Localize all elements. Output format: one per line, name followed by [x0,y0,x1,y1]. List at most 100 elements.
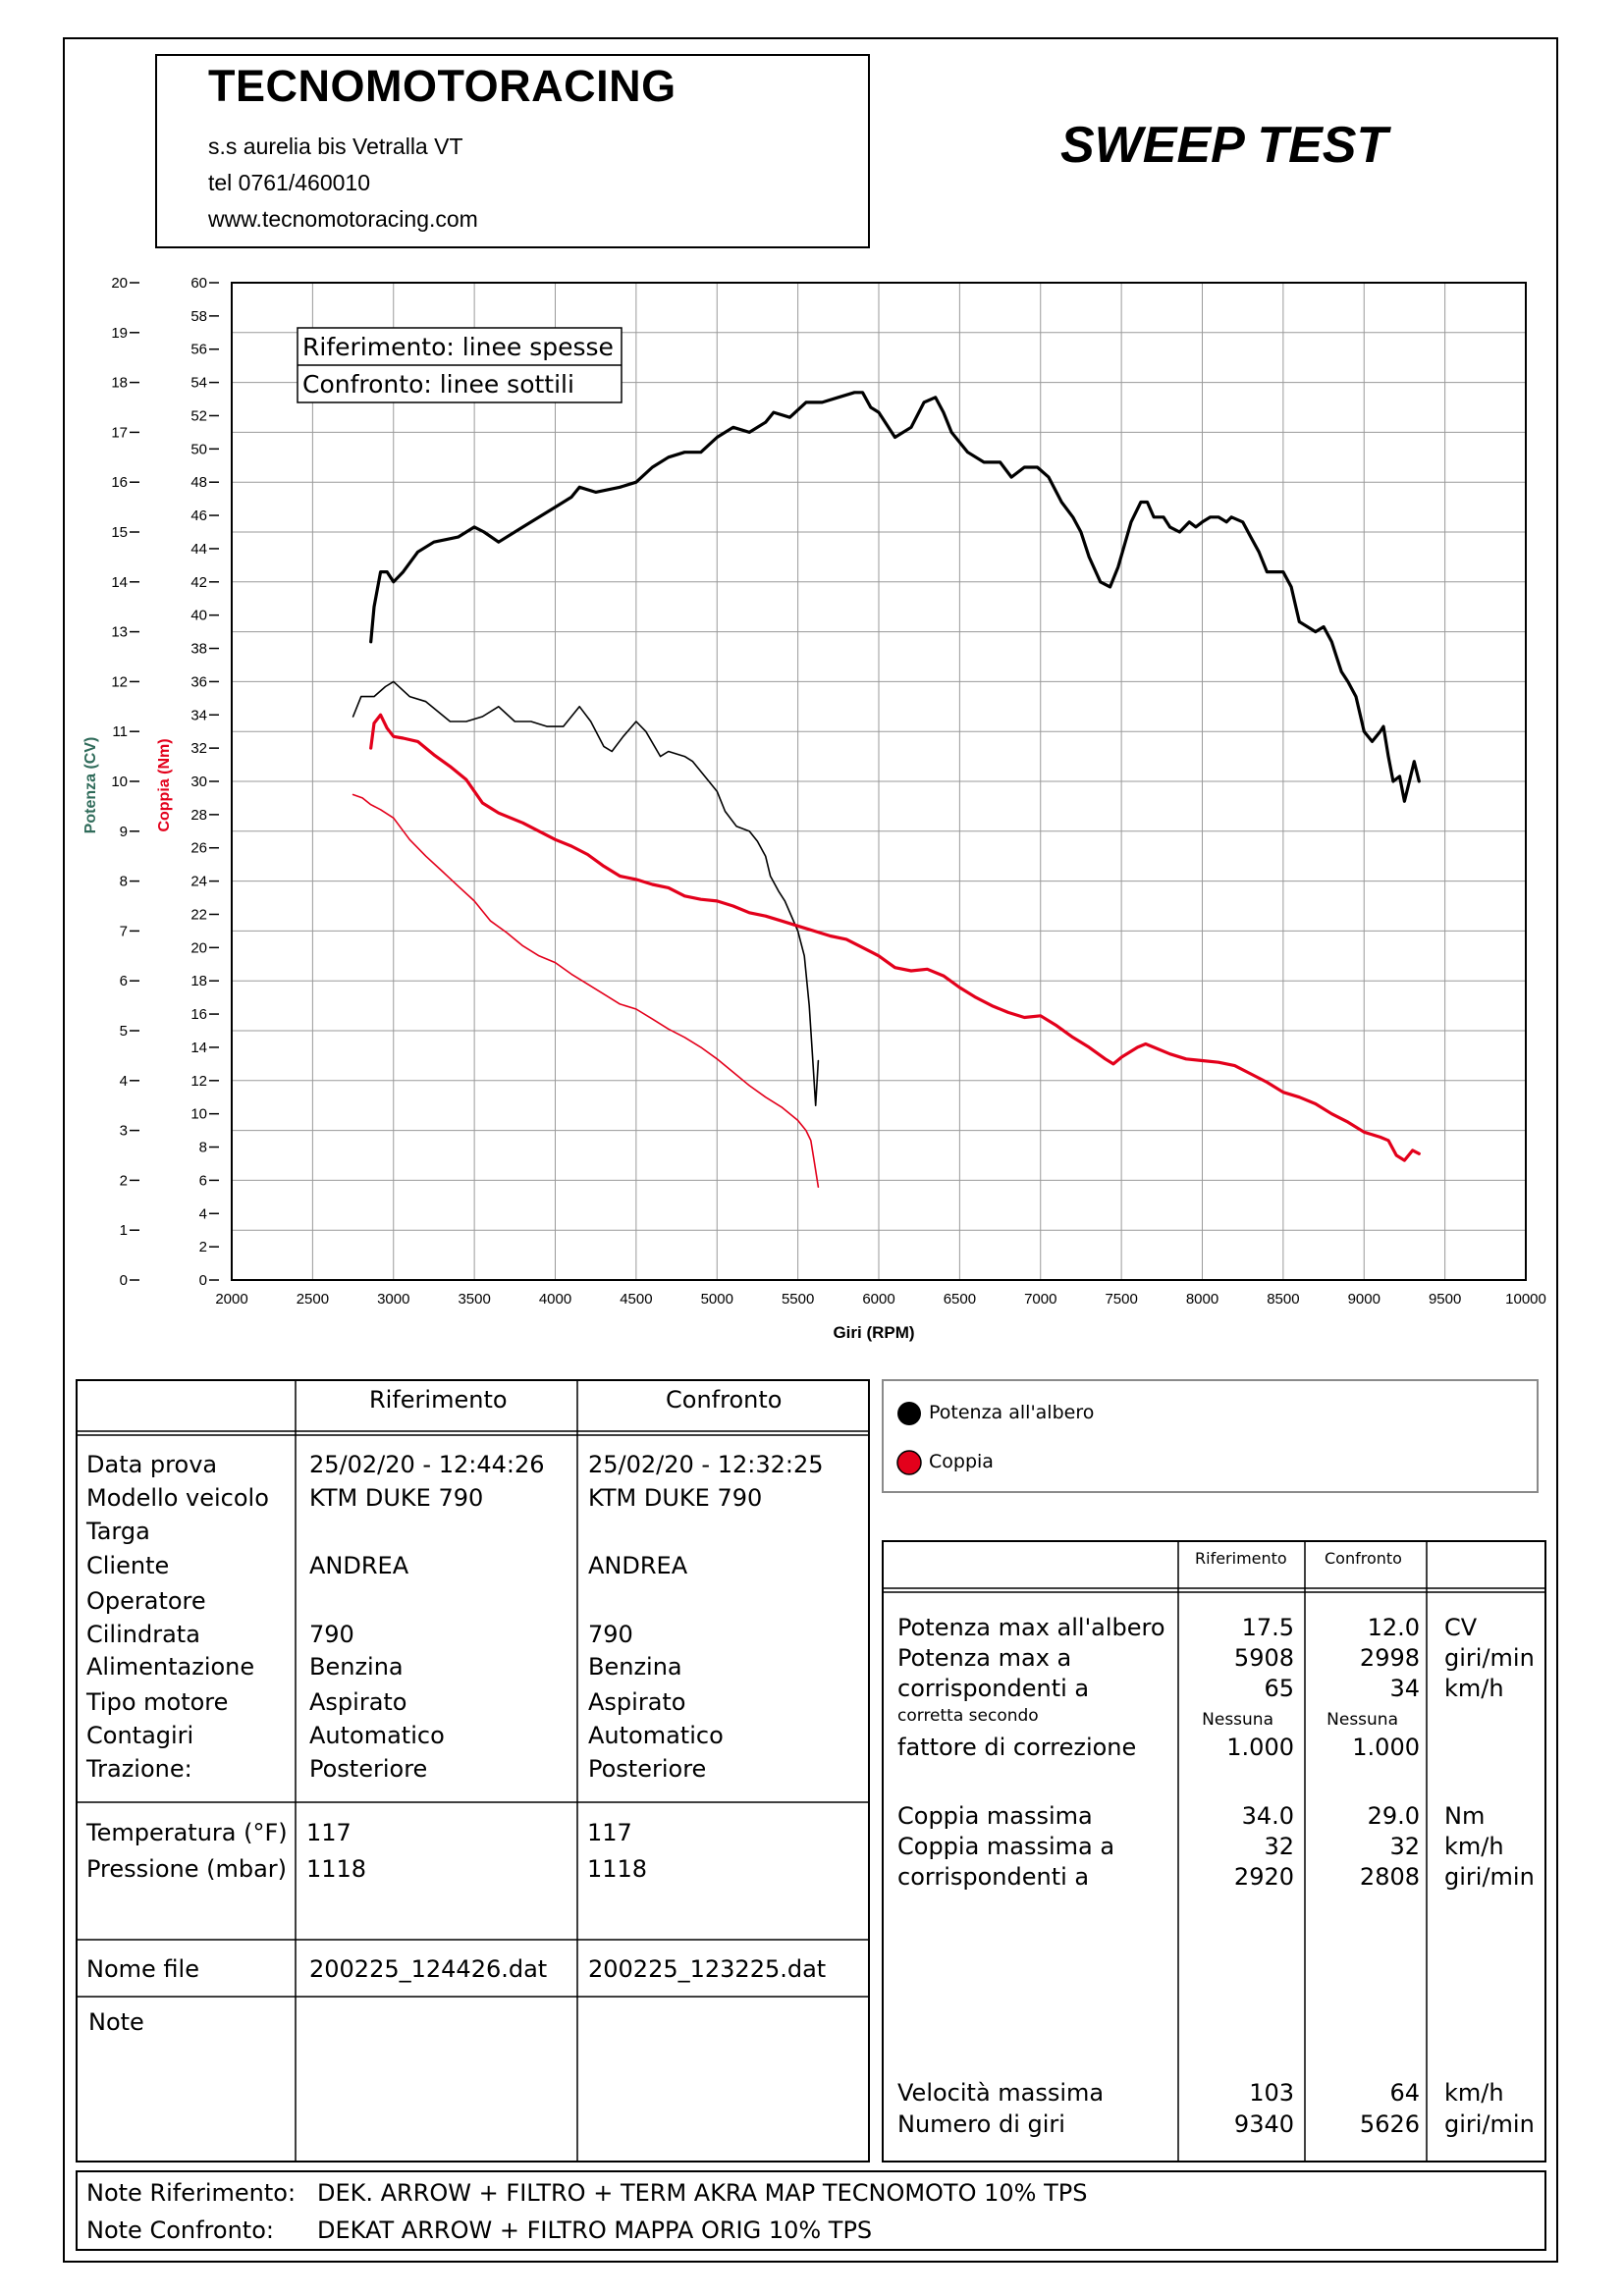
y2-tick-label: 48 [190,474,207,491]
x-tick-label: 6500 [944,1291,976,1308]
result-ref-vmax: 103 [1249,2079,1294,2107]
result-cmp-power-rpm: 2998 [1359,1644,1420,1672]
info-ref-value: Posteriore [309,1755,428,1783]
result-unit-torque-max: Nm [1444,1802,1486,1830]
y1-tick-label: 13 [111,624,128,641]
result-label-power-speed: corrispondenti a [897,1675,1090,1702]
info-cmp-value: KTM DUKE 790 [588,1484,763,1512]
y2-tick-label: 54 [190,375,207,392]
info-col-ref-header: Riferimento [369,1386,508,1414]
result-label-torque-speed: Coppia massima a [897,1833,1115,1860]
y2-tick-label: 22 [190,906,207,923]
info-col-cmp-header: Confronto [666,1386,783,1414]
result-ref-torque-max: 34.0 [1241,1802,1294,1830]
result-label-factor: fattore di correzione [897,1734,1137,1761]
temperature-label: Temperatura (°F) [86,1819,288,1846]
y2-tick-label: 44 [190,541,207,558]
y1-tick-label: 9 [120,824,128,840]
y2-tick-label: 36 [190,673,207,690]
y2-tick-label: 24 [190,874,207,890]
y2-tick-label: 6 [199,1172,207,1189]
legend-comparison: Confronto: linee sottili [302,370,574,399]
info-cmp-value: Benzina [588,1653,682,1681]
x-tick-label: 2500 [297,1291,329,1308]
x-tick-label: 7500 [1105,1291,1137,1308]
info-ref-value: KTM DUKE 790 [309,1484,484,1512]
y1-tick-label: 18 [111,375,128,392]
plot-area-border [231,282,1527,1281]
result-unit-torque-speed: km/h [1444,1833,1504,1860]
result-label-power-rpm: Potenza max a [897,1644,1072,1672]
result-unit-torque-rpm: giri/min [1444,1863,1535,1891]
company-name: TECNOMOTORACING [208,61,677,111]
info-label: Tipo motore [86,1688,229,1716]
y1-tick-label: 11 [112,723,128,740]
y1-tick-label: 16 [111,474,128,491]
results-col-ref-header: Riferimento [1195,1549,1287,1568]
company-website: www.tecnomotoracing.com [208,206,478,232]
y2-tick-label: 12 [190,1073,207,1090]
result-unit-rpm: giri/min [1444,2110,1535,2138]
info-ref-value: ANDREA [309,1552,409,1579]
result-ref-power-speed: 65 [1264,1675,1294,1702]
filename-ref: 200225_124426.dat [309,1955,548,1983]
y2-tick-label: 42 [190,574,207,591]
note-reference-label: Note Riferimento: [86,2179,297,2207]
x-tick-label: 3500 [458,1291,490,1308]
x-tick-label: 7000 [1024,1291,1056,1308]
y1-tick-label: 8 [120,874,128,890]
y2-tick-label: 10 [190,1106,207,1123]
result-cmp-vmax: 64 [1389,2079,1420,2107]
y2-tick-label: 2 [199,1239,207,1255]
x-tick-label: 9000 [1348,1291,1380,1308]
info-ref-value: 790 [309,1621,354,1648]
y2-tick-label: 60 [190,275,207,292]
result-ref-power-rpm: 5908 [1233,1644,1294,1672]
x-tick-label: 9500 [1429,1291,1461,1308]
y2-tick-label: 32 [190,740,207,757]
torque-legend-label: Coppia [929,1451,994,1472]
x-tick-label: 4500 [620,1291,652,1308]
test-title: SWEEP TEST [1060,117,1388,174]
result-ref-torque-speed: 32 [1264,1833,1294,1860]
pressure-cmp: 1118 [587,1855,648,1883]
chart-ticks: 2000 2500 3000 3500 4000 4500 5000 5500 6000 6500… [111,275,1546,1308]
power-legend-label: Potenza all'albero [929,1402,1095,1423]
result-label-power-max: Potenza max all'albero [897,1614,1165,1641]
y2-tick-label: 38 [190,641,207,658]
company-header-box [155,54,870,248]
y2-tick-label: 56 [190,342,207,358]
y2-tick-label: 52 [190,407,207,424]
info-cmp-value: Automatico [588,1722,724,1749]
result-cmp-power-max: 12.0 [1367,1614,1420,1641]
info-label: Cilindrata [86,1621,200,1648]
note-comparison-text: DEKAT ARROW + FILTRO MAPPA ORIG 10% TPS [317,2216,873,2244]
y2-tick-label: 58 [190,308,207,325]
x-tick-label: 2000 [215,1291,247,1308]
company-phone: tel 0761/460010 [208,170,370,195]
x-tick-label: 6000 [862,1291,894,1308]
filename-label: Nome file [86,1955,199,1983]
result-label-torque-rpm: corrispondenti a [897,1863,1090,1891]
power-series-thin [352,680,820,1106]
legend-reference: Riferimento: linee spesse [302,333,614,361]
info-ref-value: Aspirato [309,1688,407,1716]
info-cmp-value: Posteriore [588,1755,707,1783]
y2-tick-label: 26 [190,840,207,857]
y1-tick-label: 15 [111,524,128,541]
y1-tick-label: 4 [120,1073,128,1090]
y2-tick-label: 28 [190,807,207,824]
info-label: Contagiri [86,1722,194,1749]
y2-tick-label: 30 [190,774,207,790]
x-tick-label: 3000 [377,1291,409,1308]
y1-tick-label: 5 [120,1023,128,1040]
result-cmp-torque-speed: 32 [1389,1833,1420,1860]
x-tick-label: 10000 [1505,1291,1546,1308]
y2-tick-label: 50 [190,441,207,457]
y1-tick-label: 20 [111,275,128,292]
y2-tick-label: 14 [190,1040,207,1056]
y2-axis-label: Coppia (Nm) [156,738,173,831]
info-label: Data prova [86,1451,218,1478]
y2-tick-label: 34 [190,707,207,723]
y2-tick-label: 40 [190,608,207,624]
